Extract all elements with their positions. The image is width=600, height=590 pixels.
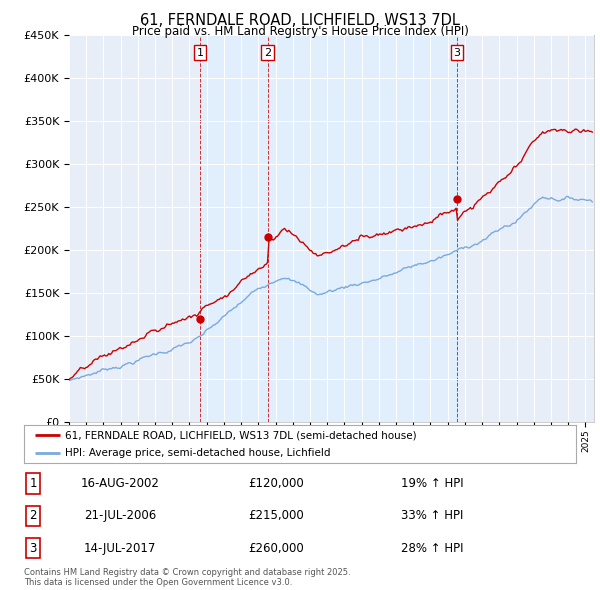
- Bar: [200, 35, 268, 422]
- Text: £260,000: £260,000: [248, 542, 304, 555]
- Text: 61, FERNDALE ROAD, LICHFIELD, WS13 7DL (semi-detached house): 61, FERNDALE ROAD, LICHFIELD, WS13 7DL (…: [65, 430, 417, 440]
- Text: 28% ↑ HPI: 28% ↑ HPI: [401, 542, 463, 555]
- Text: 19% ↑ HPI: 19% ↑ HPI: [401, 477, 463, 490]
- Text: 33% ↑ HPI: 33% ↑ HPI: [401, 509, 463, 523]
- Text: 3: 3: [454, 48, 460, 58]
- Text: 1: 1: [197, 48, 203, 58]
- Text: 14-JUL-2017: 14-JUL-2017: [84, 542, 156, 555]
- Bar: [268, 35, 457, 422]
- Text: 1: 1: [29, 477, 37, 490]
- Text: 16-AUG-2002: 16-AUG-2002: [80, 477, 160, 490]
- Text: 2: 2: [264, 48, 271, 58]
- Text: Contains HM Land Registry data © Crown copyright and database right 2025.
This d: Contains HM Land Registry data © Crown c…: [24, 568, 350, 587]
- Text: 2: 2: [29, 509, 37, 523]
- Text: Price paid vs. HM Land Registry's House Price Index (HPI): Price paid vs. HM Land Registry's House …: [131, 25, 469, 38]
- Text: £120,000: £120,000: [248, 477, 304, 490]
- Text: 3: 3: [29, 542, 37, 555]
- Text: 21-JUL-2006: 21-JUL-2006: [84, 509, 156, 523]
- Text: 61, FERNDALE ROAD, LICHFIELD, WS13 7DL: 61, FERNDALE ROAD, LICHFIELD, WS13 7DL: [140, 13, 460, 28]
- Text: £215,000: £215,000: [248, 509, 304, 523]
- Text: HPI: Average price, semi-detached house, Lichfield: HPI: Average price, semi-detached house,…: [65, 448, 331, 458]
